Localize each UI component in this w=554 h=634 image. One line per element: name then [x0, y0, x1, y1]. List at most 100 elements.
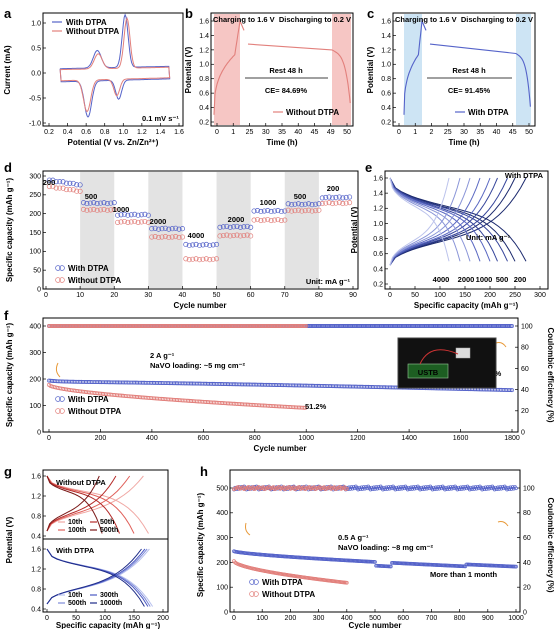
y-tick-label: 100	[29, 249, 41, 256]
y2-tick-label: 60	[523, 535, 531, 542]
ce-point	[385, 324, 390, 328]
x-tick-label: 40	[179, 292, 187, 299]
ce-point	[143, 324, 148, 328]
y-tick-label: 0.4	[373, 266, 383, 273]
data-point	[46, 177, 52, 183]
panel-b: b 0.2 0.4 0.6 0.8 1.0 1.2 1.4 1.6 0 1 25 30 35 40 45 49 5…	[184, 6, 354, 147]
y2-tick-label: 100	[523, 485, 535, 492]
x-tick-label: 35	[476, 129, 484, 136]
y-tick-label: 150	[29, 230, 41, 237]
ce-point	[50, 324, 55, 328]
ce-point	[453, 324, 458, 328]
rate-label: 500	[85, 192, 98, 201]
x-tick-label: 300	[313, 615, 325, 622]
capacity-point	[510, 388, 514, 393]
x-axis-label: Specific capacity (mAh g⁻¹)	[414, 301, 519, 310]
charging-label: Charging to 1.6 V	[213, 15, 275, 24]
ce-point	[411, 324, 415, 328]
x-tick-label: 70	[281, 292, 289, 299]
y2-tick-label: 0	[521, 429, 525, 436]
charge-curve	[46, 475, 100, 532]
ce-point	[412, 324, 417, 328]
ce-point	[77, 324, 82, 328]
ce-point	[188, 324, 193, 328]
ce-point	[507, 324, 512, 328]
ce-point	[236, 324, 241, 328]
ce-point	[284, 324, 289, 328]
ce-point	[196, 324, 201, 328]
ce-point	[311, 324, 316, 328]
ce-point	[68, 324, 73, 328]
ce-point	[115, 324, 120, 328]
data-point	[176, 234, 182, 241]
ce-point	[229, 324, 234, 328]
ce-point	[296, 324, 301, 328]
ce-point	[62, 324, 67, 328]
data-point	[94, 201, 100, 207]
x-tick-label: 200	[285, 615, 297, 622]
data-point	[173, 225, 179, 231]
ce-point	[230, 324, 235, 328]
data-point	[254, 217, 261, 223]
ce-point	[133, 324, 138, 328]
ce-point	[58, 324, 63, 328]
ce-point	[394, 324, 399, 328]
data-point	[132, 211, 138, 217]
discharge-curve	[46, 475, 135, 534]
data-point	[196, 242, 203, 248]
x-tick-label: 1600	[453, 435, 469, 442]
y-tick-label: 0.2	[381, 119, 391, 126]
ce-point	[393, 324, 397, 328]
y-tick-label: 400	[216, 510, 228, 517]
ce-point	[182, 324, 186, 328]
discharge-curve	[331, 49, 351, 104]
data-point	[316, 207, 322, 213]
ce-point	[320, 324, 325, 328]
ce-point	[295, 324, 300, 328]
ce-point	[103, 324, 108, 328]
y-tick-label: 200	[29, 376, 41, 383]
data-point	[316, 201, 322, 207]
y-tick-label: 200	[216, 560, 228, 567]
data-point	[329, 201, 336, 207]
y-tick-label: 300	[29, 350, 41, 357]
ce-point	[348, 324, 352, 328]
ce-point	[407, 324, 412, 328]
x-tick-label: 50	[525, 129, 533, 136]
data-point	[275, 217, 281, 223]
ce-point	[187, 324, 192, 328]
ce-point	[243, 324, 248, 328]
ce-point	[499, 324, 504, 328]
discharge-curve	[46, 548, 145, 607]
ce-point	[158, 324, 163, 328]
ce-point	[443, 324, 448, 328]
data-point	[50, 177, 56, 183]
data-point	[121, 218, 128, 225]
data-point	[285, 201, 291, 207]
y2-tick-label: 60	[521, 366, 529, 373]
legend-label: 100th	[68, 527, 86, 534]
ce-point	[169, 324, 174, 328]
ce-point	[245, 324, 250, 328]
x-tick-label: 2	[430, 129, 434, 136]
ce-point	[331, 324, 336, 328]
ce-point	[233, 324, 238, 328]
ce-point	[274, 324, 279, 328]
ce-point	[53, 324, 58, 328]
data-point	[302, 201, 308, 207]
x-tick-label: 0.6	[81, 129, 91, 136]
ce-point	[434, 324, 439, 328]
data-point	[101, 206, 107, 212]
data-point	[80, 206, 87, 212]
x-tick-label: 35	[278, 129, 286, 136]
ce-point	[417, 324, 422, 328]
ce-point	[104, 324, 109, 328]
ce-point	[76, 324, 81, 328]
ce-point	[353, 324, 358, 328]
ce-point	[359, 324, 364, 328]
ce-point	[151, 324, 156, 328]
legend-label: With DTPA	[68, 395, 109, 404]
ce-point	[404, 324, 409, 328]
ce-point	[317, 324, 322, 328]
data-point	[306, 207, 312, 213]
